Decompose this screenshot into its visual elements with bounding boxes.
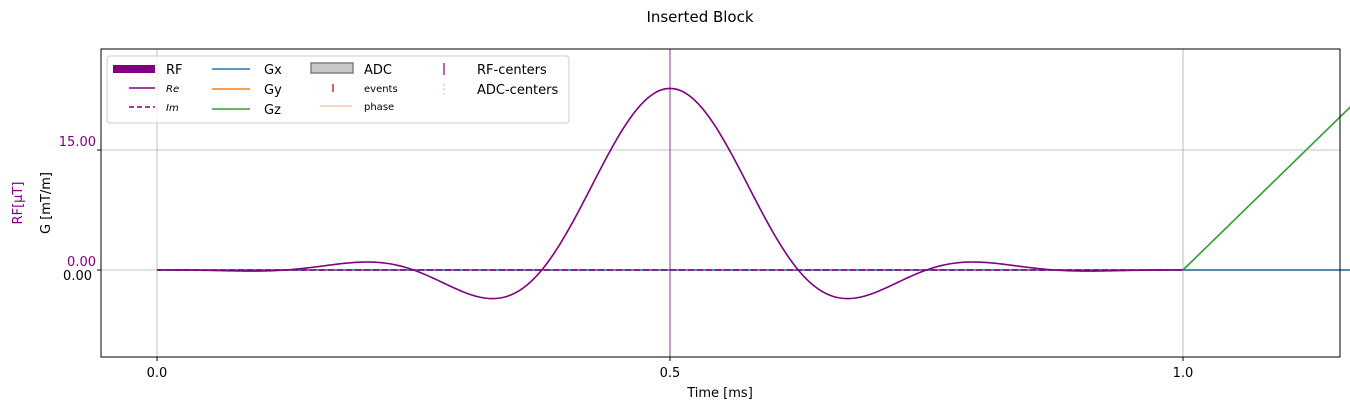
rf-tick-label: 0.00: [67, 255, 96, 270]
legend-adc-swatch: [310, 62, 354, 74]
legend-adc-centers-label: ADC-centers: [477, 83, 558, 98]
x-axis-label: Time [ms]: [686, 386, 753, 401]
gx-line: [157, 269, 1350, 271]
x-tick-label: 1.0: [1173, 366, 1194, 381]
ticks: 0.00.51.01.52.015.000.000.00: [59, 135, 1194, 381]
legend: RF Re Im Gx Gy Gz ADC events phase RF-ce…: [106, 55, 570, 124]
legend-gz-label: Gz: [264, 103, 281, 118]
plot-frame: [100, 48, 1341, 358]
rf-tick-label: 15.00: [59, 135, 96, 150]
legend-gy-label: Gy: [264, 83, 282, 98]
legend-adc-label: ADC: [364, 63, 392, 78]
legend-re-label: Re: [166, 84, 179, 95]
legend-events-label: events: [364, 84, 398, 95]
y-axis-label-rf: RF[μT]: [11, 182, 26, 225]
x-tick-label: 0.0: [147, 366, 168, 381]
data-layer: [156, 49, 1350, 357]
legend-im-label: Im: [166, 103, 179, 114]
legend-box: [106, 55, 570, 124]
legend-rf-label: RF: [166, 63, 183, 78]
g-tick-label: 0.00: [63, 269, 92, 284]
legend-phase-label: phase: [364, 102, 394, 113]
chart-title: Inserted Block: [646, 8, 753, 26]
gz-line: [1182, 106, 1350, 271]
legend-rf-swatch: [113, 65, 155, 73]
legend-rf-centers-label: RF-centers: [477, 63, 547, 78]
legend-gx-label: Gx: [264, 63, 282, 78]
x-tick-label: 0.5: [660, 366, 681, 381]
y-axis-label-g: G [mT/m]: [39, 172, 54, 234]
